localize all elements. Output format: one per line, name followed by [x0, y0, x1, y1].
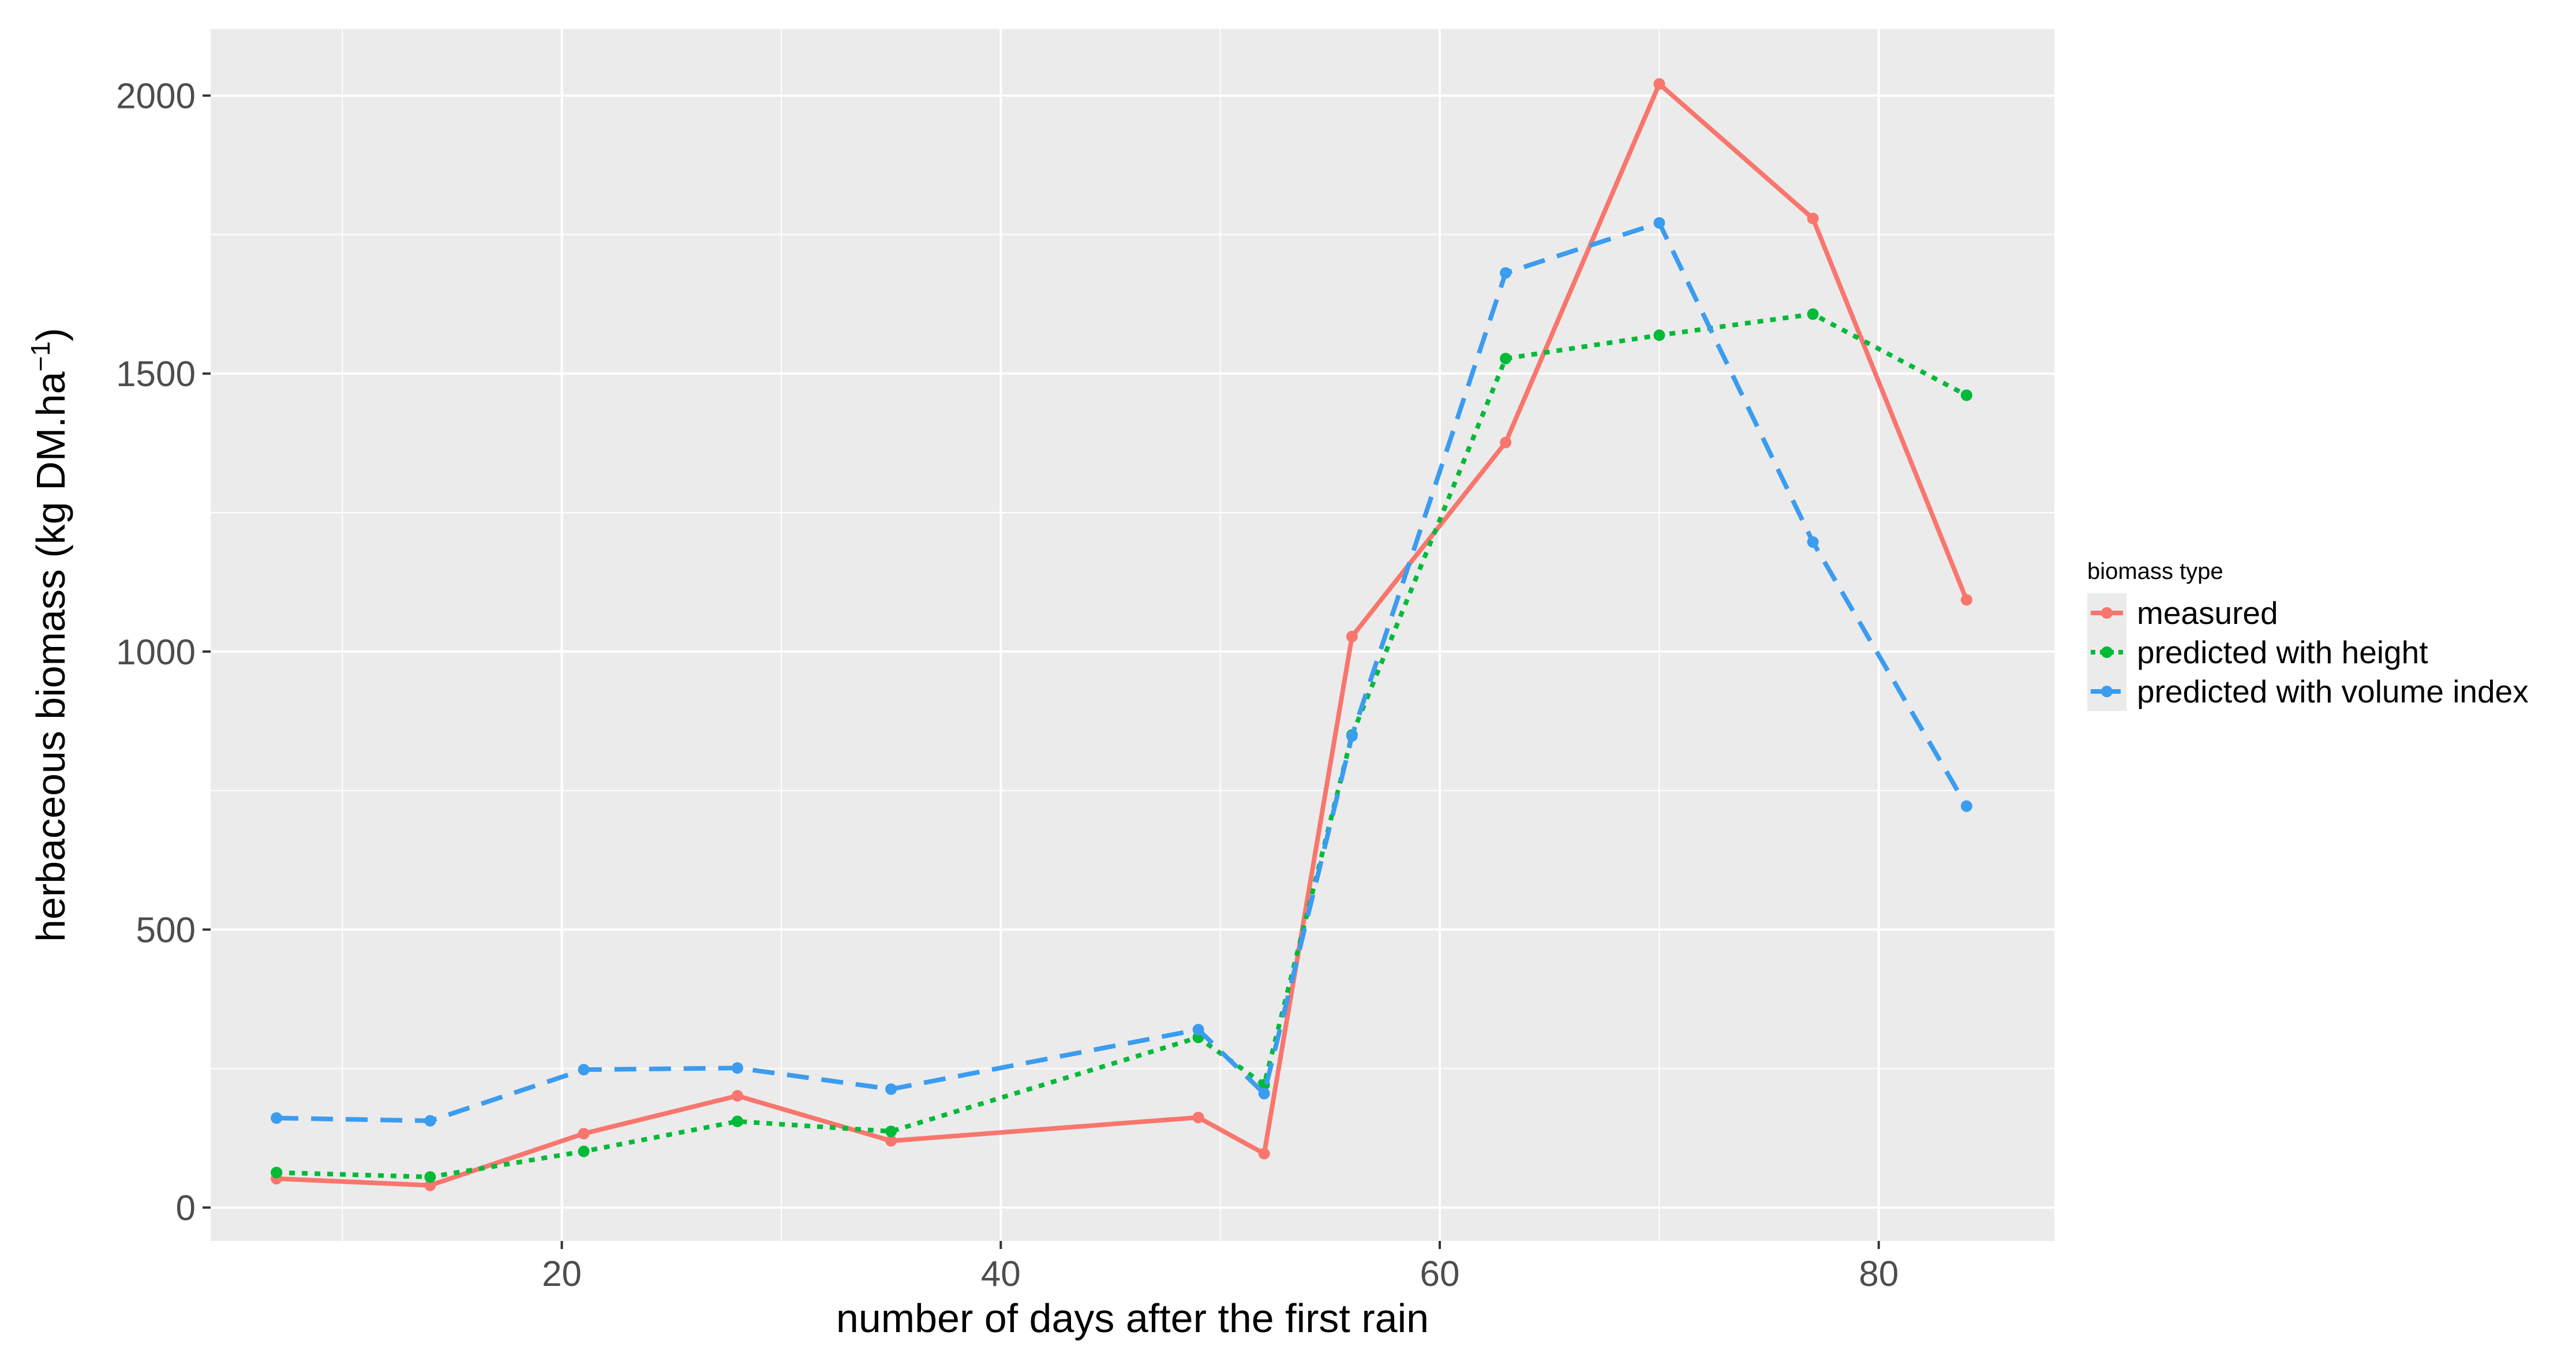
legend-label: predicted with height [2137, 634, 2428, 670]
data-point [1192, 1023, 1204, 1035]
y-tick-label: 500 [136, 911, 196, 951]
data-point [1500, 353, 1512, 365]
legend-item: measured [2087, 593, 2278, 633]
data-point [271, 1166, 283, 1179]
y-axis-title-superscript: −1 [25, 341, 55, 371]
legend-key-point [2101, 686, 2113, 697]
data-point [1960, 389, 1972, 401]
series-line [276, 220, 1969, 1123]
data-point [1807, 308, 1819, 320]
x-axis: 20 40 60 80 [542, 1241, 1899, 1294]
y-tick-label: 2000 [116, 77, 196, 117]
data-point [1258, 1087, 1270, 1100]
data-point [731, 1115, 743, 1127]
plot-panel [211, 29, 2054, 1241]
legend-label: predicted with volume index [2137, 674, 2529, 709]
data-point [1346, 630, 1358, 642]
y-tick-label: 0 [176, 1188, 196, 1228]
legend-item: predicted with height [2087, 633, 2428, 672]
legend-key-point [2101, 646, 2113, 658]
series-3 [271, 217, 1972, 1127]
data-point [424, 1179, 436, 1191]
data-point [1960, 800, 1972, 812]
data-point [1192, 1112, 1204, 1124]
data-point [1653, 329, 1665, 341]
legend-key-point [2101, 607, 2113, 619]
data-point [424, 1115, 436, 1127]
data-point [731, 1062, 743, 1074]
grid-minor [211, 29, 2054, 1241]
data-point [1807, 536, 1819, 548]
y-axis-title-main: herbaceous biomass (kg DM.ha [28, 372, 73, 942]
data-point [1500, 436, 1512, 448]
x-axis-title: number of days after the first rain [836, 1296, 1429, 1341]
data-point [1960, 594, 1972, 606]
data-point [885, 1083, 897, 1095]
legend-item: predicted with volume index [2087, 672, 2529, 711]
data-point [1258, 1147, 1270, 1160]
y-tick-label: 1000 [116, 633, 196, 672]
data-point [1500, 267, 1512, 279]
data-point [1346, 730, 1358, 742]
series-line [276, 81, 1969, 1188]
y-tick-label: 1500 [116, 354, 196, 394]
legend-label: measured [2137, 595, 2278, 631]
x-tick-label: 80 [1859, 1254, 1899, 1294]
y-axis: 0 500 1000 1500 2000 [116, 77, 211, 1228]
y-axis-title-close: ) [28, 328, 73, 341]
data-point [885, 1135, 897, 1147]
series-1 [271, 78, 1972, 1191]
data-point [424, 1171, 436, 1183]
data-point [731, 1090, 743, 1102]
data-point [578, 1145, 590, 1157]
legend-title: biomass type [2087, 559, 2223, 584]
y-axis-title: herbaceous biomass (kg DM.ha−1) [25, 328, 73, 942]
x-tick-label: 40 [981, 1254, 1021, 1294]
data-point [1653, 78, 1665, 90]
grid-major [211, 29, 2054, 1241]
series-layer [271, 78, 1972, 1191]
data-point [1807, 212, 1819, 225]
x-tick-label: 60 [1420, 1254, 1460, 1294]
data-point [578, 1128, 590, 1140]
data-point [1653, 217, 1665, 229]
data-point [885, 1125, 897, 1138]
data-point [271, 1112, 283, 1124]
x-tick-label: 20 [542, 1254, 582, 1294]
data-point [578, 1064, 590, 1076]
